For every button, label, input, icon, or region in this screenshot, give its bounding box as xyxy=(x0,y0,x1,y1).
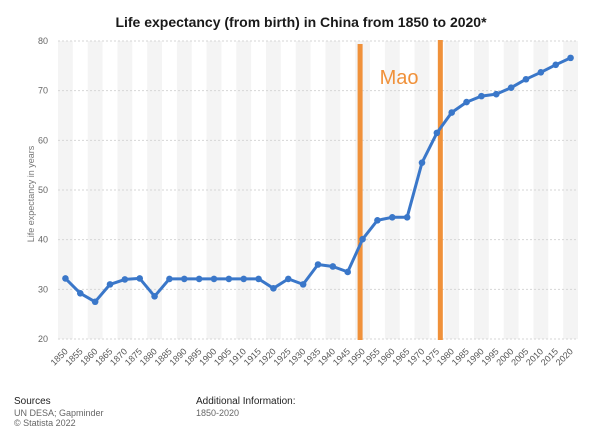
grid-band xyxy=(117,41,133,339)
y-tick-label: 60 xyxy=(38,135,48,145)
additional-info-heading: Additional Information: xyxy=(196,396,296,407)
data-point xyxy=(270,285,277,292)
data-point xyxy=(121,276,129,283)
data-point xyxy=(507,84,515,91)
data-point xyxy=(314,261,322,268)
series-layer xyxy=(62,54,574,306)
grid-band xyxy=(266,41,281,339)
grid-band xyxy=(474,41,489,339)
data-point xyxy=(329,263,337,270)
data-point xyxy=(478,92,485,100)
data-point xyxy=(522,75,530,83)
data-point xyxy=(255,275,262,283)
data-point xyxy=(106,281,114,288)
y-tick-label: 30 xyxy=(38,284,48,294)
data-point xyxy=(463,98,470,106)
data-point xyxy=(418,159,426,166)
grid-band xyxy=(176,41,192,339)
sources-heading: Sources xyxy=(14,396,51,407)
data-point xyxy=(374,216,381,224)
data-point xyxy=(359,235,366,243)
x-tick-label: 2020 xyxy=(554,346,575,367)
x-axis-ticks: 1850185518601865187018751880188518901895… xyxy=(49,346,575,367)
additional-info-line: 1850-2020 xyxy=(196,408,240,418)
y-tick-label: 80 xyxy=(38,36,48,46)
data-point xyxy=(76,290,84,297)
data-point xyxy=(388,214,396,221)
data-point xyxy=(433,129,441,137)
data-point xyxy=(166,275,173,283)
data-point xyxy=(299,281,307,288)
data-point xyxy=(403,214,411,221)
data-point xyxy=(136,275,144,282)
y-axis-label: Life expectancy in years xyxy=(26,145,36,242)
gridlines xyxy=(58,40,578,340)
grid-bands xyxy=(58,41,578,339)
source-line-1: UN DESA; Gapminder xyxy=(14,408,104,418)
y-tick-label: 40 xyxy=(38,235,48,245)
y-tick-label: 20 xyxy=(38,334,48,344)
data-point xyxy=(567,54,574,62)
annotation-line-start xyxy=(357,44,363,340)
data-point xyxy=(225,275,233,283)
y-tick-label: 70 xyxy=(38,86,48,96)
data-point xyxy=(91,298,99,306)
data-point xyxy=(151,292,158,300)
data-point xyxy=(210,275,218,283)
data-point xyxy=(552,61,560,69)
data-point xyxy=(492,90,500,98)
annotation-label: Mao xyxy=(380,67,419,89)
data-point xyxy=(344,268,352,276)
data-point xyxy=(62,275,69,282)
data-point xyxy=(284,275,292,283)
data-point xyxy=(180,275,188,283)
data-point xyxy=(448,109,456,116)
data-point xyxy=(240,275,248,283)
grid-band xyxy=(533,41,549,339)
y-tick-label: 50 xyxy=(38,185,48,195)
chart-title: Life expectancy (from birth) in China fr… xyxy=(115,14,487,30)
source-line-2: © Statista 2022 xyxy=(14,418,76,428)
y-axis-ticks: 20 30 40 50 60 70 80 xyxy=(38,36,48,344)
annotation-line-end xyxy=(437,40,443,340)
data-point xyxy=(537,68,545,76)
annotations: Mao xyxy=(357,40,443,340)
grid-band xyxy=(58,41,73,339)
data-point xyxy=(195,275,203,283)
grid-band xyxy=(384,41,400,339)
